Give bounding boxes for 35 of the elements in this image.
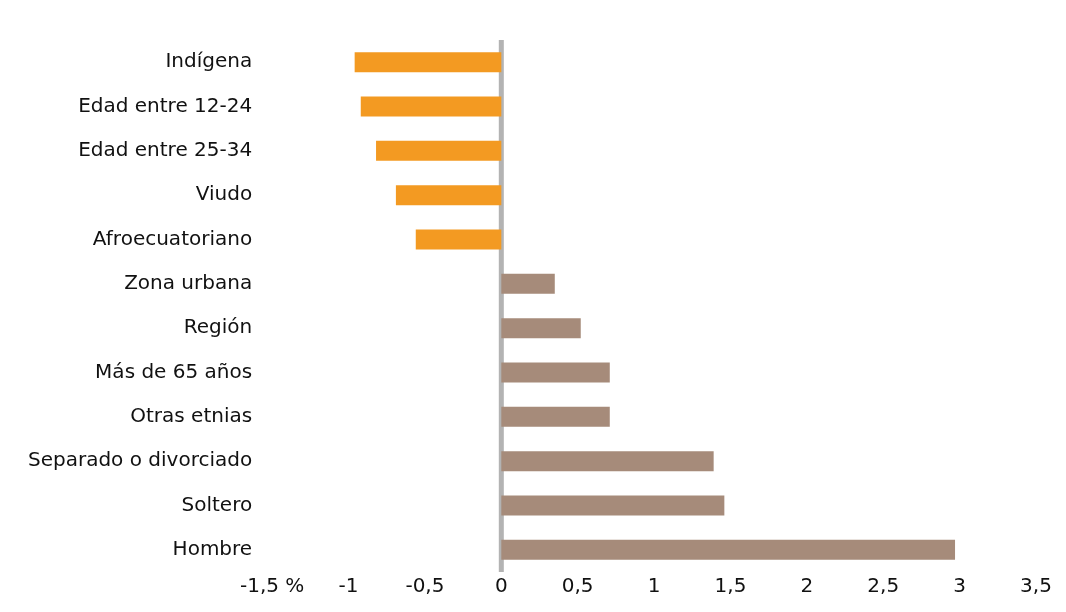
y-tick-label: Soltero: [181, 491, 253, 516]
y-tick-label: Edad entre 25-34: [78, 137, 253, 162]
y-tick-label: Hombre: [172, 536, 253, 561]
x-tick-label: -1: [338, 573, 359, 598]
x-tick-label: 1: [647, 573, 661, 598]
x-tick-label: -1,5 %: [239, 573, 305, 598]
bar: [501, 451, 714, 472]
y-tick-label: Otras etnias: [130, 403, 253, 428]
bar: [501, 406, 610, 427]
y-tick-label: Más de 65 años: [95, 358, 253, 383]
y-tick-label: Viudo: [195, 181, 253, 206]
y-tick-label: Edad entre 12-24: [78, 92, 253, 117]
bar: [501, 539, 956, 560]
x-tick-label: 0: [494, 573, 508, 598]
y-tick-label: Indígena: [165, 48, 253, 73]
x-tick-label: 2,5: [867, 573, 900, 598]
x-tick-label: 3: [953, 573, 966, 598]
x-tick-label: -0,5: [405, 573, 445, 598]
bar: [501, 318, 581, 339]
bar: [501, 362, 610, 383]
x-tick-label: 2: [800, 573, 814, 598]
y-tick-label: Zona urbana: [124, 270, 253, 295]
bar: [395, 185, 502, 206]
bar: [360, 96, 502, 117]
bar: [501, 273, 555, 294]
x-tick-label: 0,5: [561, 573, 594, 598]
x-tick-label: 1,5: [714, 573, 747, 598]
bar: [415, 229, 502, 250]
x-tick-label: 3,5: [1020, 573, 1052, 598]
y-tick-label: Región: [183, 314, 253, 339]
bar: [501, 495, 725, 516]
y-tick-label: Afroecuatoriano: [92, 225, 253, 250]
bar: [354, 52, 502, 73]
bar: [376, 140, 502, 161]
y-tick-label: Separado o divorciado: [27, 447, 253, 472]
